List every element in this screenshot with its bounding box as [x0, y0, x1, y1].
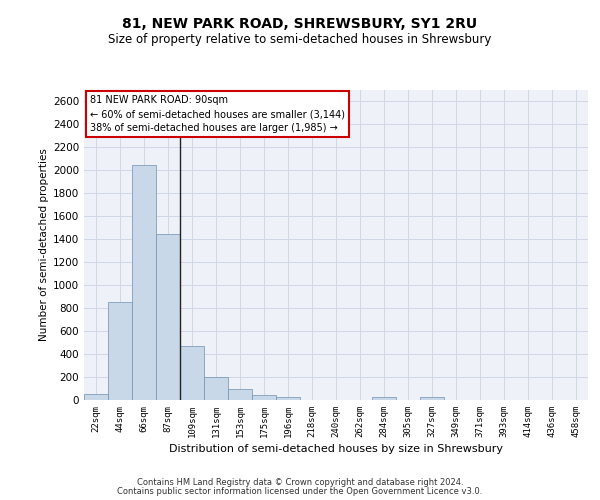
- Bar: [420, 397, 444, 400]
- Bar: [372, 397, 396, 400]
- Text: Contains public sector information licensed under the Open Government Licence v3: Contains public sector information licen…: [118, 487, 482, 496]
- Text: 81 NEW PARK ROAD: 90sqm
← 60% of semi-detached houses are smaller (3,144)
38% of: 81 NEW PARK ROAD: 90sqm ← 60% of semi-de…: [90, 94, 345, 134]
- Bar: [276, 397, 300, 400]
- Bar: [228, 389, 252, 400]
- Text: Contains HM Land Registry data © Crown copyright and database right 2024.: Contains HM Land Registry data © Crown c…: [137, 478, 463, 487]
- Text: Size of property relative to semi-detached houses in Shrewsbury: Size of property relative to semi-detach…: [109, 32, 491, 46]
- Bar: [84, 394, 108, 400]
- Bar: [156, 234, 180, 400]
- Bar: [132, 164, 156, 400]
- Y-axis label: Number of semi-detached properties: Number of semi-detached properties: [39, 148, 49, 342]
- X-axis label: Distribution of semi-detached houses by size in Shrewsbury: Distribution of semi-detached houses by …: [169, 444, 503, 454]
- Bar: [108, 302, 132, 400]
- Bar: [204, 377, 228, 400]
- Text: 81, NEW PARK ROAD, SHREWSBURY, SY1 2RU: 81, NEW PARK ROAD, SHREWSBURY, SY1 2RU: [122, 18, 478, 32]
- Bar: [180, 346, 204, 400]
- Bar: [252, 396, 276, 400]
